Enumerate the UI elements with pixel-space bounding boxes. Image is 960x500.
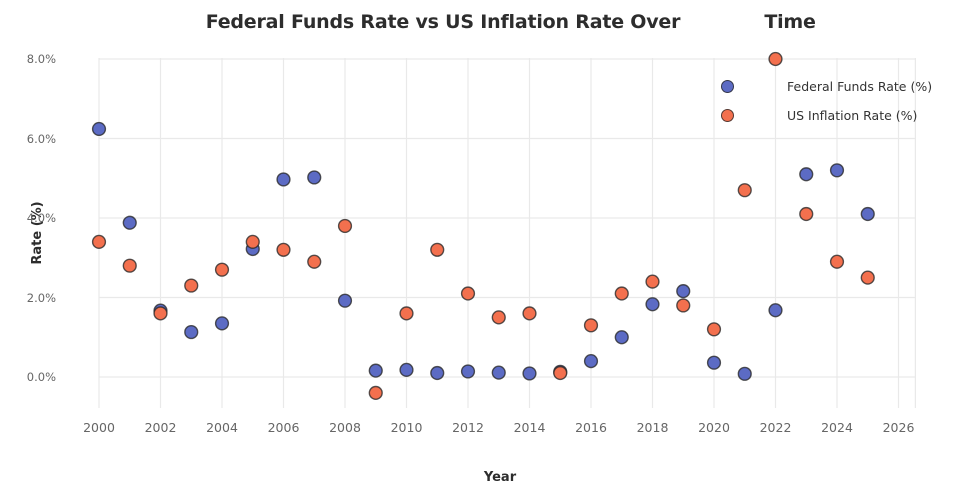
- data-point-inflation: [768, 51, 783, 67]
- y-tick-label: 0.0%: [26, 370, 56, 384]
- x-tick-label: 2000: [83, 420, 115, 435]
- data-point-federal-funds: [491, 365, 506, 380]
- data-point-federal-funds: [768, 303, 783, 318]
- legend-label-inflation: US Inflation Rate (%): [787, 108, 918, 123]
- legend-item-federal-funds: Federal Funds Rate (%): [718, 77, 932, 96]
- data-point-inflation: [583, 318, 599, 333]
- data-point-inflation: [214, 262, 230, 277]
- legend-label-federal-funds: Federal Funds Rate (%): [787, 79, 933, 94]
- x-tick-label: 2012: [452, 420, 484, 435]
- data-point-inflation: [460, 286, 476, 301]
- chart-title-line2: Time: [764, 11, 816, 33]
- data-point-inflation: [491, 310, 506, 325]
- legend: Federal Funds Rate (%) US Inflation Rate…: [718, 77, 932, 135]
- data-point-inflation: [368, 385, 383, 401]
- x-tick-label: 2020: [698, 420, 730, 435]
- data-point-federal-funds: [583, 354, 599, 369]
- data-point-federal-funds: [430, 365, 445, 381]
- data-point-inflation: [829, 254, 845, 269]
- legend-item-inflation: US Inflation Rate (%): [718, 106, 932, 125]
- x-tick-label: 2008: [329, 420, 361, 435]
- data-point-inflation: [91, 234, 107, 249]
- data-point-inflation: [799, 206, 814, 222]
- data-point-inflation: [122, 258, 137, 273]
- data-point-inflation: [737, 183, 752, 198]
- x-tick-label: 2016: [575, 420, 607, 435]
- data-point-federal-funds: [368, 363, 383, 378]
- data-point-federal-funds: [307, 170, 322, 185]
- data-point-inflation: [645, 274, 660, 289]
- legend-marker-inflation-icon: [721, 109, 734, 122]
- chart-title-line1: Federal Funds Rate vs US Inflation Rate …: [205, 11, 681, 33]
- data-point-inflation: [399, 306, 414, 321]
- x-tick-label: 2022: [759, 420, 792, 435]
- data-point-federal-funds: [737, 366, 752, 381]
- data-point-federal-funds: [276, 172, 291, 187]
- x-tick-label: 2002: [144, 420, 177, 435]
- plot-canvas: [91, 51, 917, 408]
- x-tick-label: 2004: [206, 420, 238, 435]
- data-point-inflation: [860, 270, 875, 285]
- data-point-inflation: [245, 234, 260, 249]
- y-tick-label: 2.0%: [26, 290, 56, 305]
- data-point-federal-funds: [829, 163, 845, 178]
- data-point-inflation: [676, 298, 691, 313]
- data-point-inflation: [184, 278, 199, 293]
- data-point-inflation: [614, 286, 629, 301]
- x-axis-title: Year: [483, 470, 517, 485]
- x-tick-label: 2018: [636, 420, 669, 435]
- data-point-inflation: [522, 306, 537, 321]
- data-point-federal-funds: [399, 362, 414, 377]
- data-point-federal-funds: [337, 293, 353, 308]
- data-point-inflation: [153, 306, 168, 321]
- data-point-federal-funds: [91, 121, 107, 137]
- data-point-federal-funds: [460, 364, 476, 379]
- data-point-inflation: [307, 254, 322, 269]
- x-tick-label: 2010: [390, 420, 423, 435]
- x-tick-label: 2014: [513, 420, 546, 435]
- x-tick-label: 2026: [882, 420, 915, 435]
- data-point-inflation: [276, 242, 291, 257]
- data-point-federal-funds: [676, 284, 691, 299]
- data-point-federal-funds: [614, 330, 629, 345]
- x-tick-label: 2006: [267, 420, 300, 435]
- data-point-federal-funds: [860, 206, 875, 222]
- data-point-federal-funds: [184, 324, 199, 340]
- y-tick-label: 6.0%: [26, 131, 56, 146]
- data-point-federal-funds: [706, 355, 722, 370]
- data-point-inflation: [430, 242, 445, 257]
- data-point-inflation: [337, 218, 353, 234]
- data-point-inflation: [553, 365, 568, 381]
- y-tick-label: 4.0%: [26, 211, 56, 225]
- legend-marker-federal-funds-icon: [721, 80, 734, 93]
- y-tick-label: 8.0%: [26, 52, 56, 66]
- data-point-federal-funds: [522, 366, 537, 381]
- data-point-federal-funds: [645, 297, 660, 312]
- data-point-federal-funds: [799, 167, 814, 182]
- data-point-federal-funds: [214, 316, 230, 331]
- x-tick-label: 2024: [821, 420, 853, 435]
- plot-area: [91, 51, 917, 408]
- data-point-federal-funds: [122, 215, 137, 230]
- data-point-inflation: [706, 322, 722, 337]
